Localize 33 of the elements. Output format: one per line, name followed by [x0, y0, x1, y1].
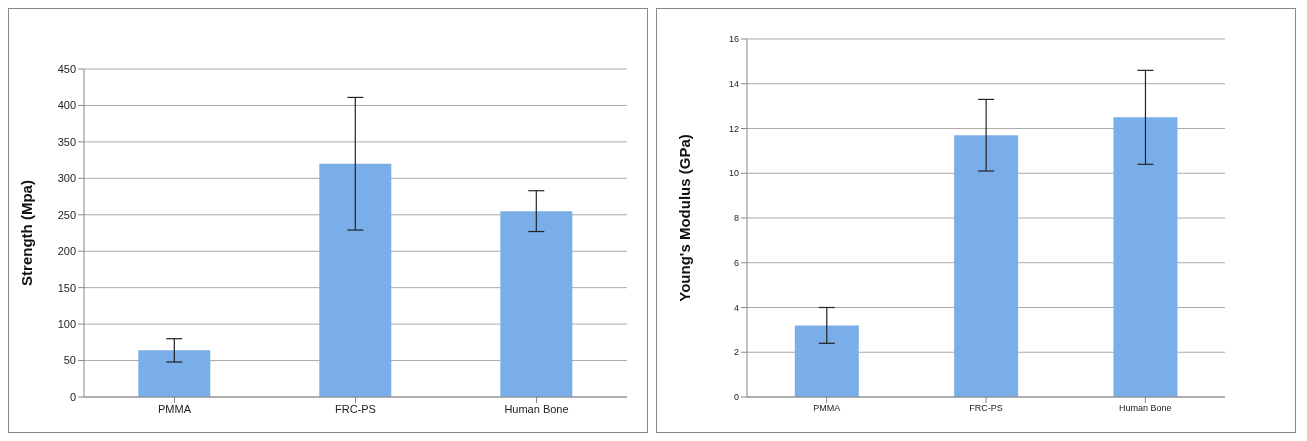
y-tick-label: 12: [728, 123, 739, 134]
bar: [138, 350, 211, 397]
x-tick-label: PMMA: [813, 403, 841, 414]
bar: [500, 211, 573, 397]
bar: [319, 163, 392, 397]
y-tick-label: 6: [733, 257, 739, 268]
y-axis-title: Strength (Mpa): [18, 180, 36, 286]
y-tick-label: 14: [728, 78, 739, 89]
x-tick-label: PMMA: [158, 402, 192, 415]
bar: [954, 135, 1019, 397]
y-tick-label: 400: [57, 99, 76, 112]
bar: [1113, 117, 1178, 397]
bar: [794, 325, 859, 397]
x-tick-label: Human Bone: [504, 402, 569, 415]
y-tick-label: 350: [57, 135, 76, 148]
x-tick-label: FRC-PS: [969, 403, 1003, 414]
y-tick-label: 16: [728, 34, 739, 45]
y-tick-label: 8: [733, 213, 739, 224]
y-tick-label: 300: [57, 172, 76, 185]
y-tick-label: 250: [57, 208, 76, 221]
y-tick-label: 50: [63, 354, 76, 367]
y-tick-label: 4: [733, 302, 739, 313]
y-tick-label: 200: [57, 245, 76, 258]
x-tick-label: Human Bone: [1119, 403, 1172, 414]
y-tick-label: 10: [728, 168, 739, 179]
y-axis-title: Young's Modulus (GPa): [676, 134, 694, 302]
y-tick-label: 100: [57, 318, 76, 331]
y-tick-label: 450: [57, 62, 76, 75]
y-tick-label: 150: [57, 281, 76, 294]
y-tick-label: 0: [733, 392, 739, 403]
y-tick-label: 0: [69, 390, 76, 403]
y-tick-label: 2: [733, 347, 739, 358]
x-tick-label: FRC-PS: [335, 402, 376, 415]
